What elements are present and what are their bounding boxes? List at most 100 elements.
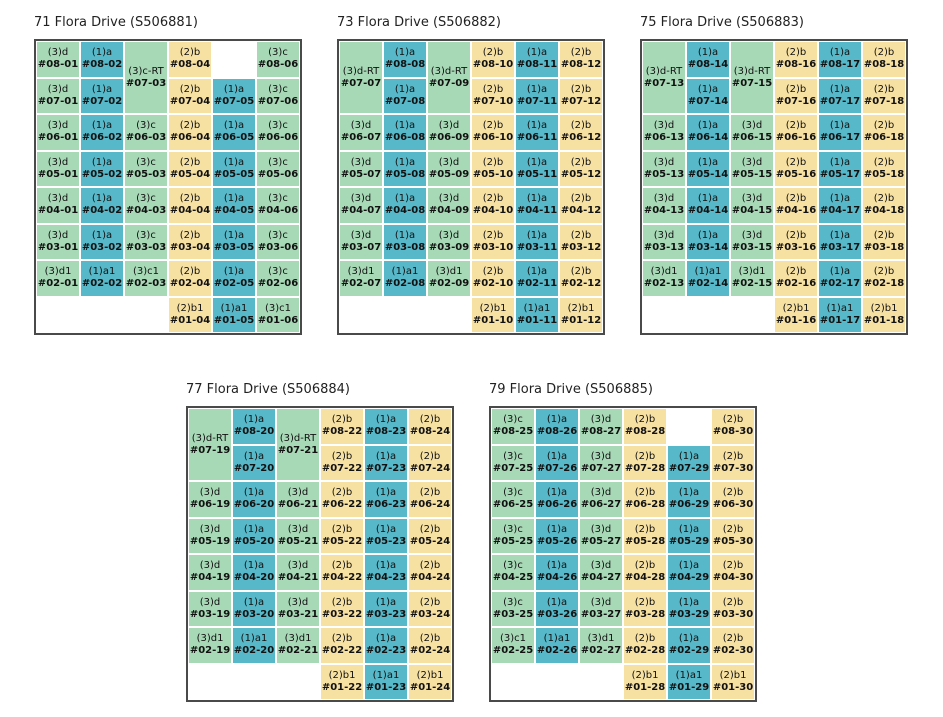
unit-cell: (2)b #02-30: [711, 627, 755, 664]
unit-type-label: (2)b: [179, 229, 201, 241]
unit-cell: (2)b #06-16: [774, 114, 818, 151]
unit-number-label: #04-25: [492, 572, 534, 584]
unit-cell: (3)d #06-09: [427, 114, 471, 151]
unit-number-label: #04-20: [233, 572, 275, 584]
unit-type-label: (3)c: [503, 414, 523, 426]
unit-number-label: #01-17: [819, 314, 861, 326]
unit-type-label: (1)a1: [694, 266, 722, 278]
unit-number-label: #06-18: [863, 132, 905, 144]
unit-type-label: (3)d: [47, 229, 69, 241]
unit-type-label: (1)a: [394, 193, 416, 205]
unit-number-label: #03-20: [233, 608, 275, 620]
unit-cell: (1)a #07-26: [535, 444, 579, 481]
unit-number-label: #06-27: [580, 499, 622, 511]
unit-cell: (2)b #07-16: [774, 77, 818, 114]
unit-cell: (2)b #02-24: [408, 627, 452, 664]
unit-number-label: #04-10: [472, 205, 514, 217]
block-title: 75 Flora Drive (S506883): [640, 15, 804, 30]
unit-cell: (3)d-RT #07-09: [427, 41, 471, 114]
unit-cell: (3)c #03-25: [491, 590, 535, 627]
unit-cell: (1)a #02-17: [818, 260, 862, 297]
unit-number-label: #03-06: [257, 241, 299, 253]
unit-type-label: (1)a1: [220, 302, 248, 314]
unit-number-label: #08-23: [365, 426, 407, 438]
unit-number-label: #06-30: [712, 499, 754, 511]
unit-type-label: (3)d1: [587, 633, 615, 645]
unit-type-label: (1)a: [678, 523, 700, 535]
unit-type-label: (3)c: [268, 83, 288, 95]
unit-number-label: #01-04: [169, 314, 211, 326]
unit-grid: (3)d-RT #07-19 (1)a #08-20 (3)d-RT #07-21 (2)b…: [186, 406, 454, 702]
unit-number-label: #02-15: [731, 278, 773, 290]
unit-cell: (3)d1 #02-19: [188, 627, 232, 664]
unit-number-label: #02-08: [384, 278, 426, 290]
unit-number-label: #06-16: [775, 132, 817, 144]
unit-type-label: (3)d: [199, 560, 221, 572]
unit-number-label: #06-13: [643, 132, 685, 144]
unit-number-label: #06-02: [81, 132, 123, 144]
unit-number-label: #03-15: [731, 241, 773, 253]
unit-type-label: (1)a: [526, 229, 548, 241]
unit-number-label: #08-06: [257, 59, 299, 71]
unit-number-label: #05-04: [169, 168, 211, 180]
unit-cell: (2)b #07-30: [711, 444, 755, 481]
unit-cell: (3)d #05-07: [339, 150, 383, 187]
unit-cell: (3)d #03-21: [276, 590, 320, 627]
unit-number-label: #05-10: [472, 168, 514, 180]
empty-cell: [188, 663, 320, 700]
unit-cell: (3)d #03-07: [339, 223, 383, 260]
unit-type-label: (1)a1: [826, 302, 854, 314]
unit-cell: (3)d-RT #07-19: [188, 408, 232, 481]
unit-type-label: (1)a: [546, 596, 568, 608]
unit-number-label: #08-28: [624, 426, 666, 438]
unit-cell: (1)a #05-05: [212, 150, 256, 187]
unit-type-label: (1)a: [223, 229, 245, 241]
unit-type-label: (2)b: [722, 523, 744, 535]
unit-cell: (1)a #02-23: [364, 627, 408, 664]
unit-cell: (3)d #05-09: [427, 150, 471, 187]
unit-cell: (2)b #06-12: [559, 114, 603, 151]
unit-cell: (3)c #03-03: [124, 223, 168, 260]
unit-type-label: (1)a1: [543, 633, 571, 645]
unit-type-label: (3)d1: [347, 266, 375, 278]
unit-type-label: (2)b: [482, 83, 504, 95]
unit-cell: (2)b #04-30: [711, 554, 755, 591]
unit-number-label: #05-30: [712, 535, 754, 547]
unit-number-label: #02-19: [189, 645, 231, 657]
unit-type-label: (3)d: [47, 193, 69, 205]
unit-type-label: (1)a: [91, 120, 113, 132]
unit-number-label: #03-26: [536, 608, 578, 620]
unit-type-label: (2)b: [873, 83, 895, 95]
unit-type-label: (2)b: [722, 633, 744, 645]
unit-type-label: (2)b: [179, 193, 201, 205]
unit-type-label: (3)d1: [435, 266, 463, 278]
unit-cell: (3)d #06-15: [730, 114, 774, 151]
unit-cell: (2)b #04-12: [559, 187, 603, 224]
unit-type-label: (1)a: [375, 523, 397, 535]
unit-number-label: #07-15: [731, 77, 773, 89]
unit-type-label: (2)b: [634, 414, 656, 426]
unit-number-label: #04-30: [712, 572, 754, 584]
unit-type-label: (2)b: [419, 523, 441, 535]
unit-cell: (2)b #02-04: [168, 260, 212, 297]
unit-type-label: (3)d: [47, 156, 69, 168]
unit-type-label: (2)b: [785, 193, 807, 205]
unit-type-label: (2)b: [873, 229, 895, 241]
unit-type-label: (1)a: [223, 266, 245, 278]
unit-number-label: #07-27: [580, 462, 622, 474]
unit-number-label: #04-21: [277, 572, 319, 584]
unit-cell: (1)a1 #02-20: [232, 627, 276, 664]
unit-number-label: #08-08: [384, 59, 426, 71]
unit-cell: (3)d #04-27: [579, 554, 623, 591]
unit-number-label: #08-22: [321, 426, 363, 438]
unit-number-label: #07-12: [560, 95, 602, 107]
unit-number-label: #02-07: [340, 278, 382, 290]
unit-number-label: #06-17: [819, 132, 861, 144]
unit-type-label: (2)b: [419, 450, 441, 462]
unit-cell: (2)b #08-10: [471, 41, 515, 78]
unit-type-label: (2)b1: [870, 302, 898, 314]
unit-type-label: (1)a: [91, 47, 113, 59]
unit-number-label: #04-09: [428, 205, 470, 217]
unit-type-label: (1)a: [829, 229, 851, 241]
unit-number-label: #06-07: [340, 132, 382, 144]
